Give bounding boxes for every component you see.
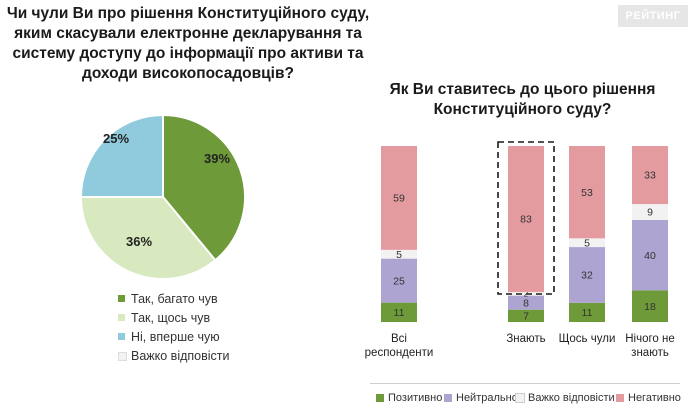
bar-segment	[569, 247, 605, 303]
pie-legend-label: Так, щось чув	[131, 311, 211, 325]
bar-legend-label: Нейтрально	[456, 392, 518, 404]
pie-legend-label: Так, багато чув	[131, 292, 218, 306]
pie-slice-label: 39%	[204, 151, 230, 166]
bar-segment	[381, 258, 417, 303]
bar-segment	[508, 146, 544, 293]
legend-divider	[370, 383, 680, 384]
bar-chart-title: Як Ви ставитесь до цього рішення Констит…	[389, 81, 656, 118]
bar-value-label: 59	[393, 193, 405, 205]
legend-swatch	[515, 393, 525, 403]
bar-segment	[632, 204, 668, 220]
pie-legend-label: Важко відповісти	[131, 349, 230, 363]
bar-value-label: 25	[393, 275, 405, 287]
bar-legend-label: Негативно	[628, 392, 681, 404]
pie-legend-label: Ні, вперше чую	[131, 330, 220, 344]
bar-value-label: 11	[394, 307, 405, 319]
bar-segment	[569, 238, 605, 248]
pie-slice	[162, 113, 246, 262]
rating-logo: РЕЙТИНГ	[618, 5, 688, 27]
bar-value-label: 5	[396, 249, 402, 261]
bar-value-label: 11	[582, 307, 593, 319]
category-label: респонденти	[365, 347, 434, 359]
legend-swatch	[118, 352, 127, 361]
category-label: знають	[631, 347, 669, 359]
legend-swatch	[118, 314, 125, 321]
category-label: Щось чули	[559, 333, 616, 345]
bar-segment	[569, 302, 605, 322]
bar-value-label: 7	[523, 311, 529, 323]
legend-swatch	[616, 394, 624, 402]
bar-segment	[632, 219, 668, 291]
bar-value-label: 83	[520, 214, 532, 226]
bar-segment	[508, 295, 544, 310]
bar-segment	[632, 290, 668, 322]
legend-swatch	[118, 333, 125, 340]
bar-legend: Позитивно Нейтрально Важко відповісти Не…	[376, 391, 681, 407]
bar-segment	[508, 309, 544, 322]
pie-chart-title: Чи чули Ви про рішення Конституційного с…	[6, 5, 370, 82]
bar-segment	[381, 302, 417, 322]
category-label: Всі	[391, 333, 407, 345]
pie-slice	[79, 113, 164, 198]
bar-value-label: 33	[644, 170, 656, 182]
pie-slice-label: 25%	[103, 131, 129, 146]
bar-value-label: 9	[647, 207, 653, 219]
bar-segment	[381, 146, 417, 250]
bar-segment	[381, 249, 417, 259]
bar-legend-label: Важко відповісти	[528, 392, 615, 404]
bar-value-label: 32	[581, 270, 593, 282]
bar-value-label: 40	[644, 250, 656, 262]
bar-segment	[569, 146, 605, 239]
category-label: Знають	[506, 333, 545, 345]
legend-swatch	[118, 295, 125, 302]
bar-value-label: 53	[581, 187, 593, 199]
category-label: Нічого не	[625, 333, 675, 345]
bar-value-label: 18	[644, 301, 656, 313]
legend-swatch	[376, 394, 384, 402]
pie-slice	[79, 196, 217, 280]
legend-swatch	[444, 394, 452, 402]
bar-legend-label: Позитивно	[388, 392, 443, 404]
pie-slice-label: 36%	[126, 234, 152, 249]
bar-value-label: 5	[584, 237, 590, 249]
highlight-box	[497, 141, 555, 295]
bar-value-label: 8	[523, 297, 529, 309]
bar-segment	[632, 146, 668, 205]
